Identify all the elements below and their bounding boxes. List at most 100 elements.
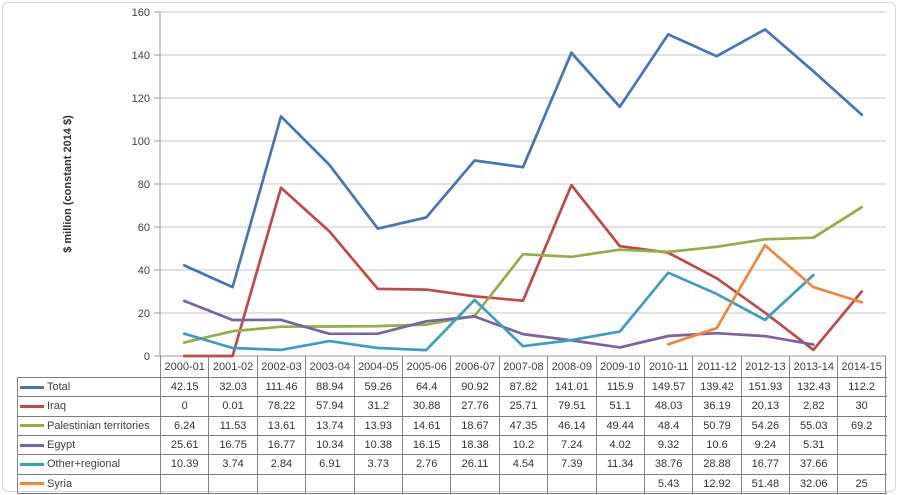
value-cell	[837, 455, 886, 474]
year-label: 2007-08	[498, 356, 547, 377]
value-cell: 31.2	[353, 397, 402, 416]
value-cell: 32.03	[208, 378, 256, 397]
chart-data-table: 2000-01 2001-02 2002-03 2003-04 2004-05 2005-…	[17, 356, 887, 494]
legend-swatch-syria	[20, 482, 44, 486]
value-cell: 6.24	[160, 416, 208, 435]
legend-label-other-regional: Other+regional	[47, 458, 121, 471]
value-cell: 132.43	[789, 378, 837, 397]
series-line-syria	[666, 243, 864, 346]
year-label: 2001-02	[208, 356, 256, 377]
year-label: 2014-15	[837, 356, 886, 377]
value-cell: 6.91	[305, 455, 353, 474]
value-cell: 16.77	[740, 455, 789, 474]
value-cell: 18.67	[450, 416, 498, 435]
legend-swatch-total	[20, 385, 44, 389]
value-cell: 5.31	[789, 435, 837, 455]
value-cell: 38.76	[643, 455, 692, 474]
value-cell: 9.32	[643, 435, 692, 455]
value-cell: 10.6	[692, 435, 740, 455]
value-cell	[498, 474, 547, 493]
value-cell: 115.9	[595, 378, 644, 397]
y-axis-tick-label: 80	[138, 179, 150, 191]
value-cell	[160, 474, 208, 493]
value-cell	[353, 474, 402, 493]
value-cell: 141.01	[547, 378, 595, 397]
table-row-iraq: Iraq 0 0.01 78.22 57.94 31.2 30.88 27.76 25.71 79…	[17, 396, 887, 416]
value-cell: 64.4	[401, 378, 450, 397]
value-cell: 0	[160, 397, 208, 416]
year-label: 2003-04	[305, 356, 353, 377]
value-cell: 28.88	[692, 455, 740, 474]
value-cell: 42.15	[160, 378, 208, 397]
series-line-total	[182, 28, 864, 289]
year-label: 2009-10	[595, 356, 644, 377]
series-line-egypt	[182, 299, 815, 349]
value-cell: 16.77	[256, 435, 305, 455]
value-cell: 4.54	[498, 455, 547, 474]
value-cell: 3.74	[208, 455, 256, 474]
value-cell: 47.35	[498, 416, 547, 435]
legend-label-egypt: Egypt	[47, 439, 76, 452]
year-label: 2002-03	[256, 356, 305, 377]
value-cell: 13.93	[353, 416, 402, 435]
value-cell: 48.03	[643, 397, 692, 416]
value-cell: 10.34	[305, 435, 353, 455]
table-row-total: Total 42.15 32.03 111.46 88.94 59.26 64.4 90.92…	[17, 377, 887, 397]
value-cell: 16.15	[401, 435, 450, 455]
year-label: 2004-05	[353, 356, 402, 377]
y-axis-tick-label: 40	[138, 265, 150, 277]
value-cell: 11.34	[595, 455, 644, 474]
value-cell: 88.94	[305, 378, 353, 397]
value-cell	[305, 474, 353, 493]
value-cell: 149.57	[643, 378, 692, 397]
legend-key-other-regional: Other+regional	[17, 455, 160, 474]
value-cell: 14.61	[401, 416, 450, 435]
legend-label-palestinian-territories: Palestinian territories	[47, 419, 150, 432]
value-cell: 78.22	[256, 397, 305, 416]
value-cell: 10.39	[160, 455, 208, 474]
value-cell: 111.46	[256, 378, 305, 397]
value-cell: 46.14	[547, 416, 595, 435]
value-cell: 50.79	[692, 416, 740, 435]
value-cell: 9.24	[740, 435, 789, 455]
y-axis-tick-label: 60	[138, 222, 150, 234]
value-cell: 25.61	[160, 435, 208, 455]
legend-swatch-palestinian-territories	[20, 424, 44, 428]
value-cell	[595, 474, 644, 493]
value-cell: 90.92	[450, 378, 498, 397]
value-cell: 54.26	[740, 416, 789, 435]
value-cell	[450, 474, 498, 493]
value-cell	[547, 474, 595, 493]
year-label: 2000-01	[160, 356, 208, 377]
value-cell: 37.66	[789, 455, 837, 474]
year-header-row: 2000-01 2001-02 2002-03 2003-04 2004-05 2005-…	[17, 356, 887, 377]
value-cell: 36.19	[692, 397, 740, 416]
value-cell: 26.11	[450, 455, 498, 474]
legend-key-iraq: Iraq	[17, 397, 160, 416]
value-cell	[256, 474, 305, 493]
value-cell: 2.82	[789, 397, 837, 416]
value-cell: 51.1	[595, 397, 644, 416]
value-cell: 5.43	[643, 474, 692, 493]
value-cell: 4.02	[595, 435, 644, 455]
value-cell: 13.74	[305, 416, 353, 435]
legend-label-total: Total	[47, 381, 71, 394]
value-cell: 79.51	[547, 397, 595, 416]
value-cell	[208, 474, 256, 493]
value-cell: 2.84	[256, 455, 305, 474]
y-axis-tick-label: 0	[144, 351, 150, 363]
year-label: 2006-07	[450, 356, 498, 377]
value-cell: 7.39	[547, 455, 595, 474]
series-line-palestinian-territories	[182, 205, 864, 344]
value-cell	[401, 474, 450, 493]
value-cell: 139.42	[692, 378, 740, 397]
value-cell: 57.94	[305, 397, 353, 416]
legend-column-spacer	[17, 356, 160, 377]
value-cell: 69.2	[837, 416, 886, 435]
value-cell: 151.93	[740, 378, 789, 397]
value-cell: 112.2	[837, 378, 886, 397]
value-cell	[837, 435, 886, 455]
year-label: 2011-12	[692, 356, 740, 377]
value-cell: 51.48	[740, 474, 789, 493]
value-cell: 11.53	[208, 416, 256, 435]
